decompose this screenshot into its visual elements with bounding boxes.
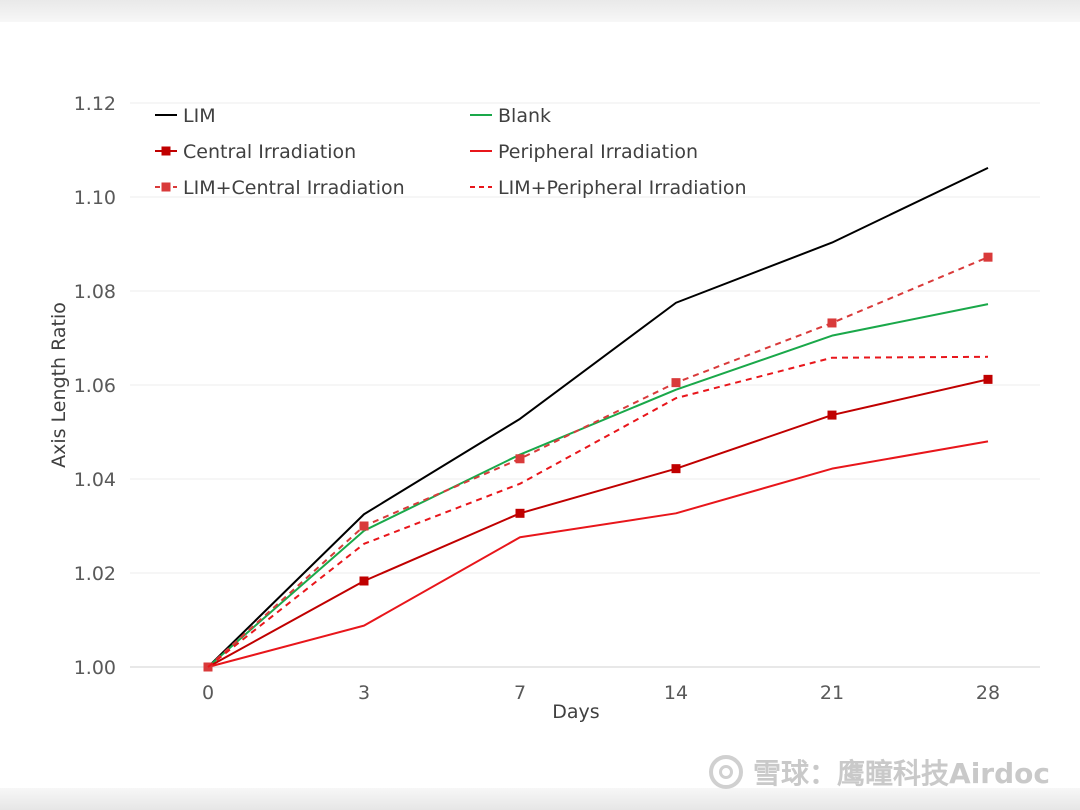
data-point-marker <box>827 410 837 420</box>
data-point-marker <box>359 576 369 586</box>
y-tick-label: 1.00 <box>74 657 116 679</box>
legend-swatch-marker <box>161 146 171 156</box>
watermark: 雪球：鹰瞳科技Airdoc <box>709 752 1050 792</box>
legend-label: LIM+Central Irradiation <box>183 177 405 199</box>
data-point-marker <box>983 252 993 262</box>
data-point-marker <box>671 378 681 388</box>
x-tick-label: 3 <box>358 682 370 704</box>
legend-label: Peripheral Irradiation <box>498 141 698 163</box>
data-point-marker <box>671 464 681 474</box>
data-point-marker <box>515 454 525 464</box>
top-band <box>0 0 1080 22</box>
x-tick-label: 14 <box>664 682 688 704</box>
series-line-1 <box>207 166 989 668</box>
line-chart: 1.00 1.02 1.04 1.06 1.08 1.10 1.12 0 3 7 14 21 28 Day… <box>48 93 1040 723</box>
series-line-2 <box>207 303 989 668</box>
series-line-3 <box>207 378 989 668</box>
data-point-marker <box>359 521 369 531</box>
y-axis-title: Axis Length Ratio <box>48 302 70 468</box>
snowball-logo-icon <box>709 755 744 789</box>
x-tick-label: 7 <box>514 682 526 704</box>
series-line-5 <box>207 256 989 668</box>
data-point-marker <box>515 508 525 518</box>
x-tick-label: 21 <box>820 682 844 704</box>
legend-label: LIM <box>183 105 216 127</box>
series-line-4 <box>207 440 989 668</box>
y-tick-label: 1.04 <box>74 469 116 491</box>
legend-swatch-marker <box>161 182 171 192</box>
x-tick-label: 0 <box>202 682 214 704</box>
series-line-6 <box>207 355 989 668</box>
legend-label: Blank <box>498 105 551 127</box>
x-tick-label: 28 <box>976 682 1000 704</box>
y-tick-label: 1.06 <box>74 375 116 397</box>
data-point-marker <box>827 318 837 328</box>
x-axis-title: Days <box>552 701 599 723</box>
y-tick-label: 1.08 <box>74 281 116 303</box>
watermark-text: 雪球：鹰瞳科技Airdoc <box>753 757 1050 790</box>
y-tick-label: 1.12 <box>74 93 116 115</box>
legend-label: Central Irradiation <box>183 141 356 163</box>
y-tick-label: 1.02 <box>74 563 116 585</box>
y-tick-label: 1.10 <box>74 187 116 209</box>
legend-label: LIM+Peripheral Irradiation <box>498 177 747 199</box>
bottom-band <box>0 788 1080 810</box>
data-point-marker <box>983 374 993 384</box>
